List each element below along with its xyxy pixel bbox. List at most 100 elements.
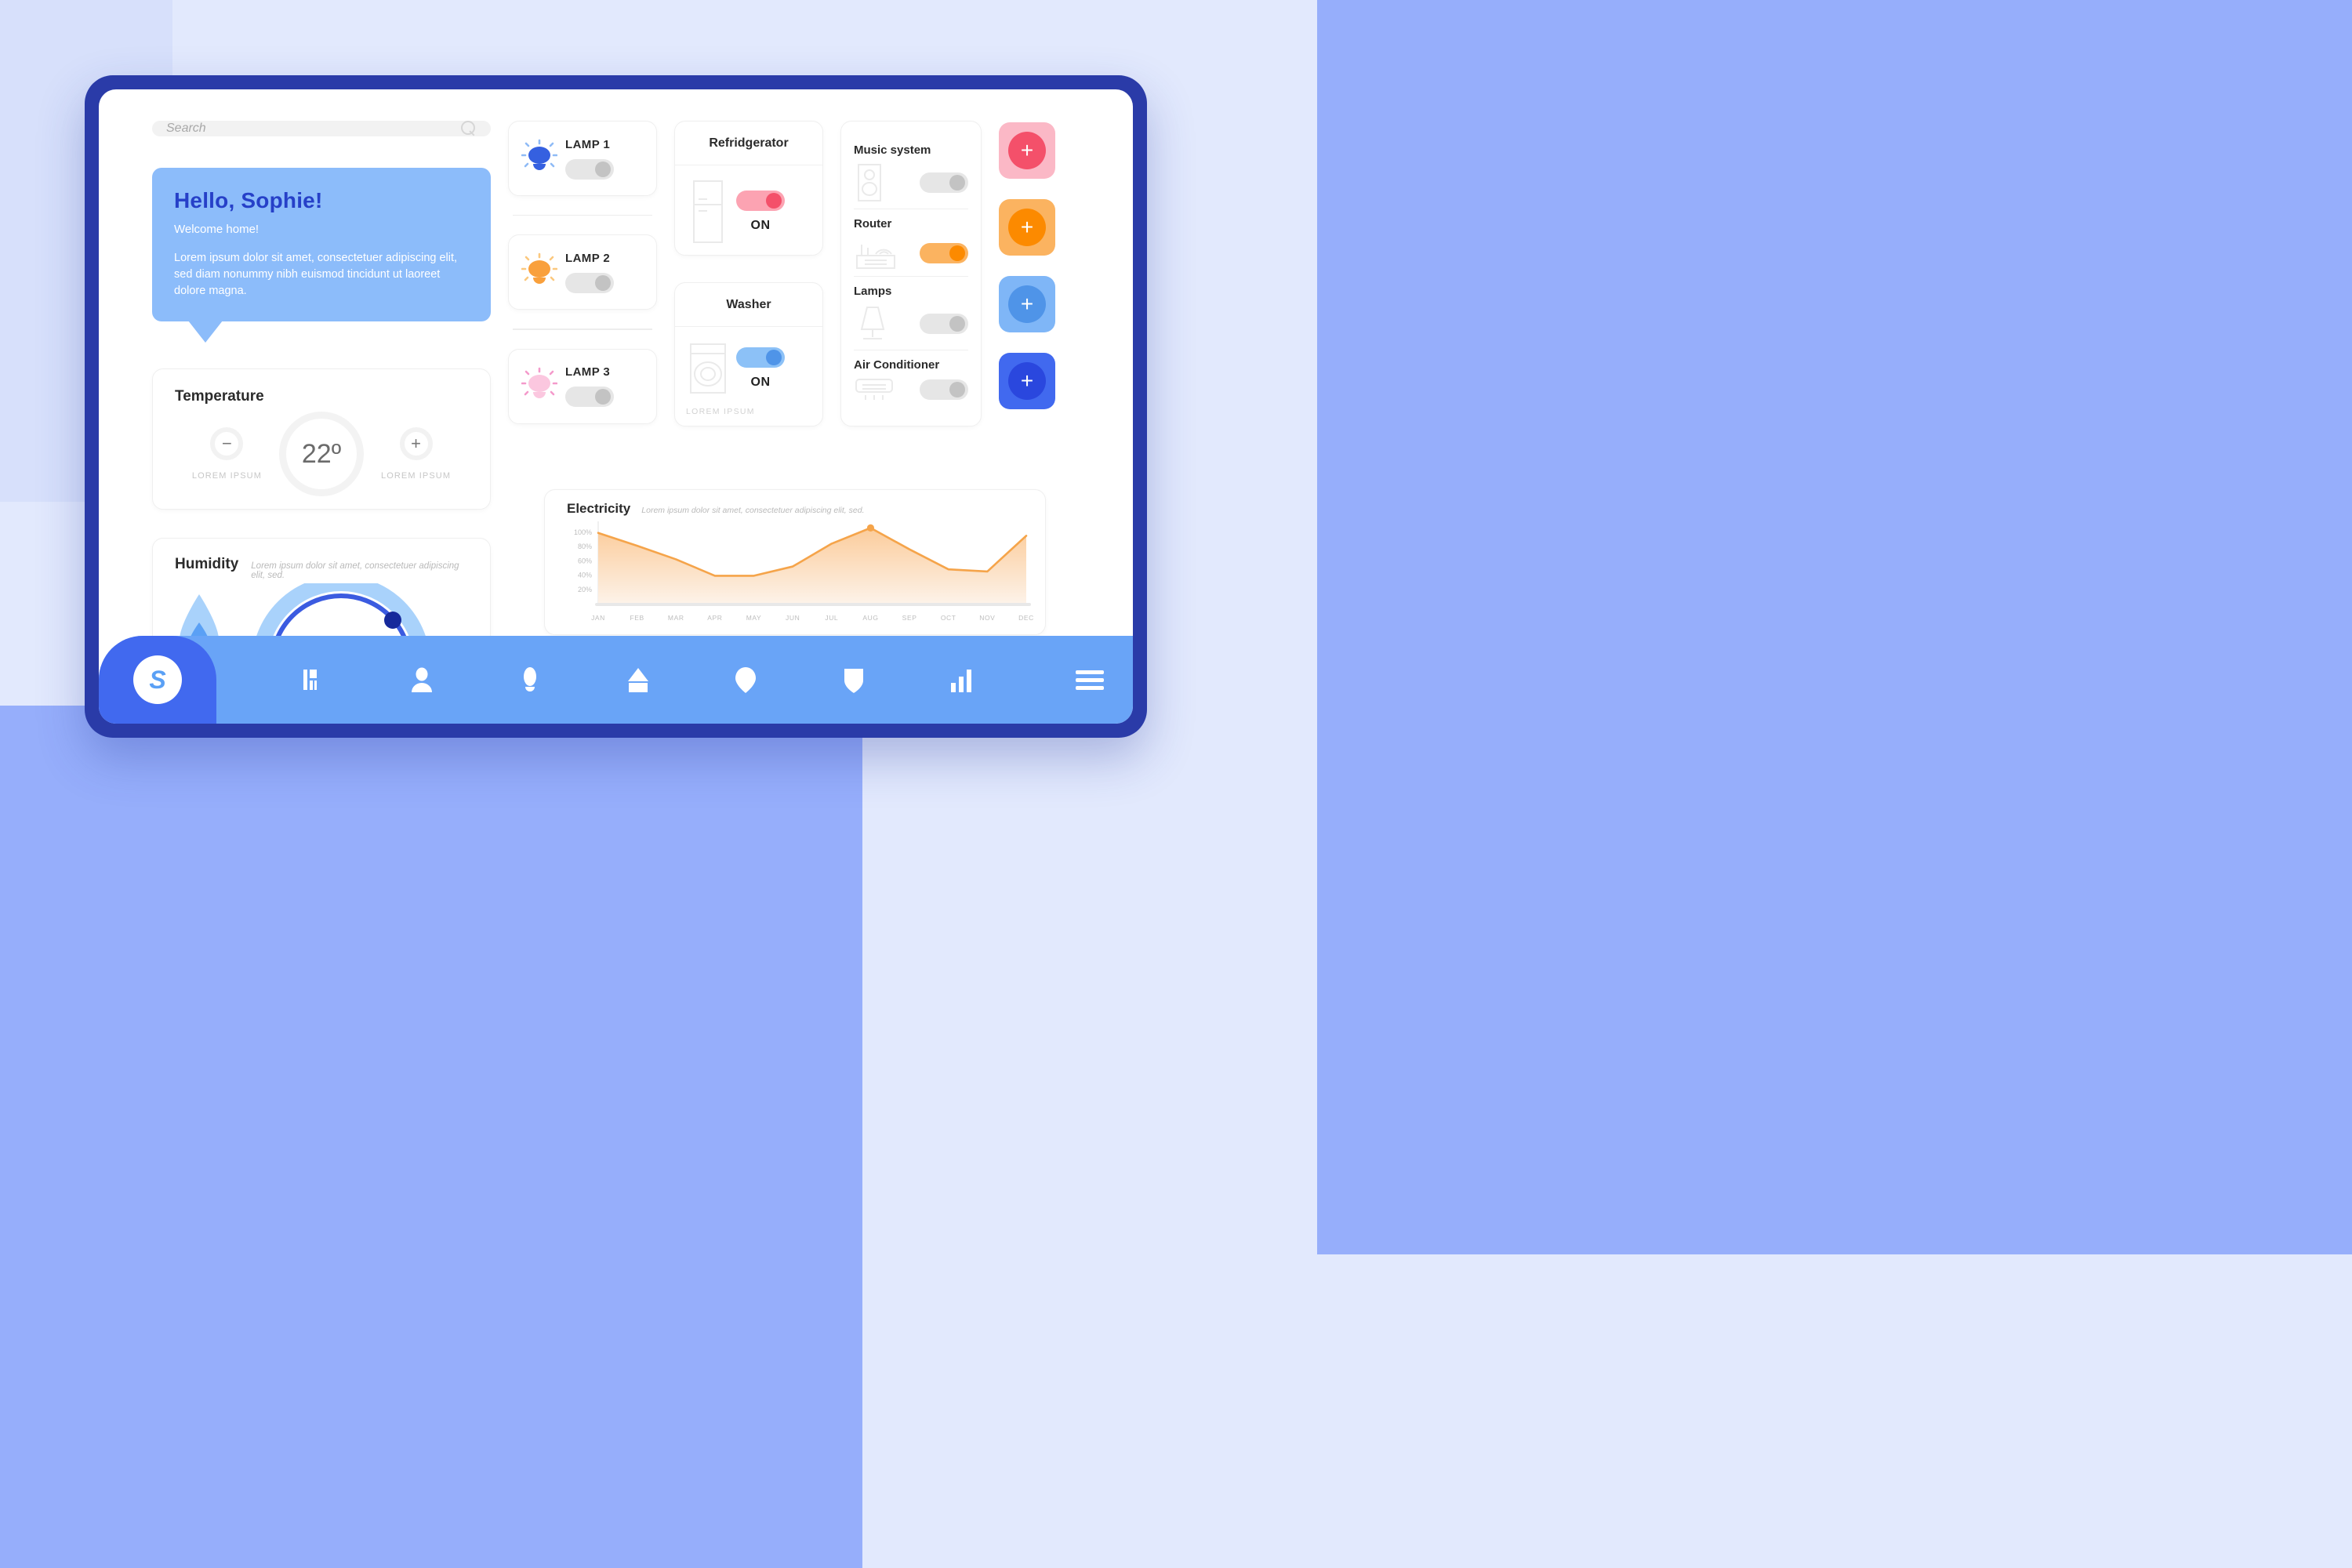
humidity-title: Humidity xyxy=(175,556,239,573)
lamp-3-toggle[interactable] xyxy=(565,387,614,408)
chart-xtick-label: JUN xyxy=(786,614,800,622)
electricity-chart-card: Electricity Lorem ipsum dolor sit amet, … xyxy=(544,489,1046,635)
chart-ytick-label: 60% xyxy=(578,557,592,564)
temperature-right-caption: LOREM IPSUM xyxy=(381,471,452,481)
search-input[interactable] xyxy=(166,122,461,136)
background-block-top-right xyxy=(1317,0,2352,1254)
location-pin-icon xyxy=(735,667,757,693)
washer-title: Washer xyxy=(675,283,822,327)
washing-machine-icon xyxy=(690,343,726,394)
washer-control: ON xyxy=(736,347,785,390)
nav-item-lights[interactable] xyxy=(476,664,584,695)
chart-xtick-label: JUL xyxy=(825,614,838,622)
lamp-card-3[interactable]: LAMP 3 xyxy=(508,348,657,424)
humidity-subtitle: Lorem ipsum dolor sit amet, consectetuer… xyxy=(251,561,459,581)
tablet-screen: Hello, Sophie! Welcome home! Lorem ipsum… xyxy=(99,89,1133,724)
light-bulb-icon xyxy=(521,139,557,170)
electricity-chart-title: Electricity xyxy=(567,501,631,516)
device-line-router xyxy=(854,235,968,271)
bar-chart-icon xyxy=(951,670,972,692)
device-row-air-conditioner: Air Conditioner xyxy=(854,350,968,408)
chart-line xyxy=(597,527,1028,577)
washer-state: ON xyxy=(750,376,771,389)
lamp-2-toggle[interactable] xyxy=(565,272,614,293)
chart-xtick-label: NOV xyxy=(979,614,995,622)
app-logo-zone[interactable]: S xyxy=(99,636,216,724)
chart-xtick-label: DEC xyxy=(1018,614,1034,622)
chart-ytick-label: 80% xyxy=(578,543,592,550)
appliances-column: Refridgerator ON Washer xyxy=(674,121,823,650)
device-row-lamps: Lamps xyxy=(854,276,968,350)
device-label-music-system: Music system xyxy=(854,143,931,157)
light-bulb-icon xyxy=(521,367,557,398)
refrigerator-toggle[interactable] xyxy=(736,191,785,211)
plus-icon: + xyxy=(1008,132,1046,169)
device-row-router: Router xyxy=(854,209,968,276)
add-dark-blue-button[interactable]: + xyxy=(999,353,1055,409)
device-toggle-router[interactable] xyxy=(920,243,968,263)
chart-ytick-label: 40% xyxy=(578,572,592,579)
lamp-card-1[interactable]: LAMP 1 xyxy=(508,121,657,196)
nav-item-profile[interactable] xyxy=(368,664,477,695)
lamp-1-toggle[interactable] xyxy=(565,158,614,180)
nav-item-security[interactable] xyxy=(800,664,908,695)
lamp-3-content: LAMP 3 xyxy=(565,365,614,408)
electricity-chart-header: Electricity Lorem ipsum dolor sit amet, … xyxy=(557,501,1031,517)
air-conditioner-icon xyxy=(855,379,893,400)
chart-xtick-label: MAR xyxy=(668,614,684,622)
lamp-card-2[interactable]: LAMP 2 xyxy=(508,234,657,310)
search-bar[interactable] xyxy=(152,121,491,136)
user-icon xyxy=(412,667,433,692)
add-pink-button[interactable]: + xyxy=(999,122,1055,179)
device-line-music-system xyxy=(854,162,968,204)
dashboard-grid: Hello, Sophie! Welcome home! Lorem ipsum… xyxy=(99,89,1133,677)
left-column: Hello, Sophie! Welcome home! Lorem ipsum… xyxy=(152,121,491,677)
refrigerator-title: Refridgerator xyxy=(675,122,822,165)
lamps-column: LAMP 1 LAMP 2 xyxy=(508,121,657,650)
search-icon[interactable] xyxy=(461,121,477,136)
speaker-icon xyxy=(858,164,881,201)
device-toggle-lamps[interactable] xyxy=(920,314,968,334)
device-toggle-music-system[interactable] xyxy=(920,172,968,193)
greeting-heading: Hello, Sophie! xyxy=(174,188,323,212)
nav-item-statistics[interactable] xyxy=(907,664,1015,695)
washer-toggle[interactable] xyxy=(736,347,785,368)
nav-item-location[interactable] xyxy=(691,664,800,695)
temperature-increase-button[interactable]: + xyxy=(399,427,433,461)
washer-footer: LOREM IPSUM xyxy=(686,407,755,416)
device-label-air-conditioner: Air Conditioner xyxy=(854,358,940,372)
shield-icon xyxy=(844,669,863,693)
hamburger-menu-icon[interactable] xyxy=(1047,666,1133,694)
table-lamp-icon xyxy=(860,307,885,339)
chart-ytick-label: 100% xyxy=(574,528,592,536)
chart-xtick-label: JAN xyxy=(591,614,605,622)
humidity-gauge-knob xyxy=(384,612,401,630)
temperature-value: 22º xyxy=(279,412,364,497)
chart-peak-marker xyxy=(866,524,875,532)
router-icon xyxy=(856,245,895,269)
chart-xtick-label: FEB xyxy=(630,614,644,622)
lamps-divider-2 xyxy=(513,328,652,330)
humidity-header: Humidity Lorem ipsum dolor sit amet, con… xyxy=(175,556,468,580)
washer-card: Washer ON LOREM IPSUM xyxy=(674,282,823,426)
home-icon xyxy=(627,668,648,692)
nav-item-home[interactable] xyxy=(584,664,692,695)
nav-item-dashboard[interactable] xyxy=(260,664,368,695)
app-logo[interactable]: S xyxy=(133,655,182,704)
chart-baseline xyxy=(595,603,1031,606)
add-orange-button[interactable]: + xyxy=(999,199,1055,256)
tablet-device-frame: Hello, Sophie! Welcome home! Lorem ipsum… xyxy=(85,75,1147,738)
device-toggle-air-conditioner[interactable] xyxy=(920,379,968,400)
chart-xtick-label: AUG xyxy=(862,614,878,622)
lamp-1-content: LAMP 1 xyxy=(565,138,614,180)
temperature-decrease-button[interactable]: − xyxy=(210,427,244,461)
plus-icon: + xyxy=(1008,209,1046,246)
plus-icon: + xyxy=(1008,285,1046,323)
temperature-left-caption: LOREM IPSUM xyxy=(191,471,262,481)
add-light-blue-button[interactable]: + xyxy=(999,276,1055,332)
navigation-icons xyxy=(216,664,1047,695)
chart-xtick-label: SEP xyxy=(902,614,917,622)
devices-column: Music system Router xyxy=(840,121,982,650)
temperature-increase-group: + LOREM IPSUM xyxy=(381,427,451,481)
chart-ytick-label: 20% xyxy=(578,586,592,593)
